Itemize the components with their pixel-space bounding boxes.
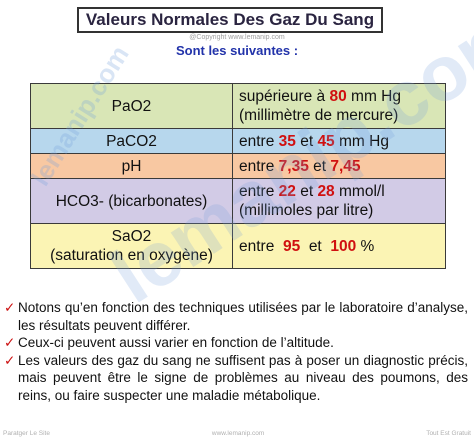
value-max: 45: [317, 132, 335, 150]
notes-list: ✓ Notons qu’en fonction des techniques ut…: [4, 299, 468, 404]
value-text: et: [295, 183, 318, 200]
page-title-text: Valeurs Normales Des Gaz Du Sang: [85, 10, 375, 29]
check-mark-icon: ✓: [4, 352, 16, 368]
value-max: 100: [330, 237, 357, 255]
parameter-description: (saturation en oxygène): [50, 247, 213, 264]
parameter-label: PaO2: [111, 97, 152, 115]
value-unit: mmol/l: [334, 183, 385, 200]
value-unit: %: [356, 237, 375, 255]
table-row: PaO2 supérieure à 80 mm Hg (millimètre de…: [30, 83, 446, 129]
value-text: et: [308, 157, 331, 175]
list-item: ✓ Les valeurs des gaz du sang ne suffisen…: [4, 352, 468, 405]
parameter-value: entre 7,35 et 7,45: [232, 153, 446, 179]
value-text: entre: [239, 183, 279, 200]
value-min: 35: [278, 132, 296, 150]
check-mark-icon: ✓: [4, 335, 16, 350]
parameter-name: PaCO2: [30, 128, 233, 154]
footer-free-text: Tout Est Gratuit: [426, 430, 471, 437]
table-row: SaO2 (saturation en oxygène) entre 95 et …: [30, 223, 446, 269]
note-text: Notons qu’en fonction des techniques uti…: [18, 300, 468, 333]
parameter-label: PaCO2: [106, 132, 157, 150]
value-text: et: [295, 132, 318, 150]
value-min: 7,35: [278, 157, 309, 175]
value-unit: mm Hg: [346, 88, 401, 105]
value-text: entre: [239, 132, 279, 150]
value-unit: mm Hg: [334, 132, 389, 150]
value-number: 80: [329, 88, 347, 105]
parameter-value: entre 95 et 100 %: [232, 223, 446, 269]
parameter-label: SaO2: [111, 228, 152, 245]
value-min: 22: [278, 183, 296, 200]
parameter-name: PaO2: [30, 83, 233, 129]
value-text: entre: [239, 237, 283, 255]
table-row: PaCO2 entre 35 et 45 mm Hg: [30, 128, 446, 154]
value-text: entre: [239, 157, 279, 175]
footer: Paratger Le Site www.lemanip.com Tout Es…: [3, 430, 471, 440]
normal-values-table: PaO2 supérieure à 80 mm Hg (millimètre de…: [30, 83, 446, 269]
value-min: 95: [282, 237, 301, 255]
parameter-name: HCO3- (bicarbonates): [30, 178, 233, 224]
parameter-label: pH: [121, 157, 142, 175]
table-row: HCO3- (bicarbonates) entre 22 et 28 mmol…: [30, 178, 446, 224]
footer-share-link[interactable]: Paratger Le Site: [3, 430, 50, 437]
parameter-label: HCO3- (bicarbonates): [55, 192, 208, 210]
value-max: 28: [317, 183, 335, 200]
parameter-value: entre 35 et 45 mm Hg: [232, 128, 446, 154]
footer-site-link[interactable]: www.lemanip.com: [211, 430, 265, 437]
value-text: et: [300, 237, 331, 255]
note-text: Les valeurs des gaz du sang ne suffisent…: [18, 352, 468, 403]
parameter-value: supérieure à 80 mm Hg (millimètre de merc…: [232, 83, 446, 129]
value-note: (millimètre de mercure): [239, 107, 399, 124]
table-row: pH entre 7,35 et 7,45: [30, 153, 446, 179]
list-item: ✓ Notons qu’en fonction des techniques ut…: [4, 299, 468, 334]
subtitle: Sont les suivantes :: [175, 43, 299, 58]
parameter-value: entre 22 et 28 mmol/l (millimoles par lit…: [232, 178, 446, 224]
value-text: supérieure à: [239, 88, 330, 105]
note-text: Ceux-ci peuvent aussi varier en fonction…: [18, 335, 334, 350]
check-mark-icon: ✓: [4, 300, 16, 315]
copyright-notice: @Copyright www.lemanip.com: [189, 34, 285, 41]
parameter-name: pH: [30, 153, 233, 179]
value-note: (millimoles par litre): [239, 202, 374, 219]
page-title: Valeurs Normales Des Gaz Du Sang: [77, 7, 383, 33]
list-item: ✓ Ceux-ci peuvent aussi varier en fonctio…: [4, 334, 468, 352]
parameter-name: SaO2 (saturation en oxygène): [30, 223, 233, 269]
value-max: 7,45: [330, 157, 361, 175]
